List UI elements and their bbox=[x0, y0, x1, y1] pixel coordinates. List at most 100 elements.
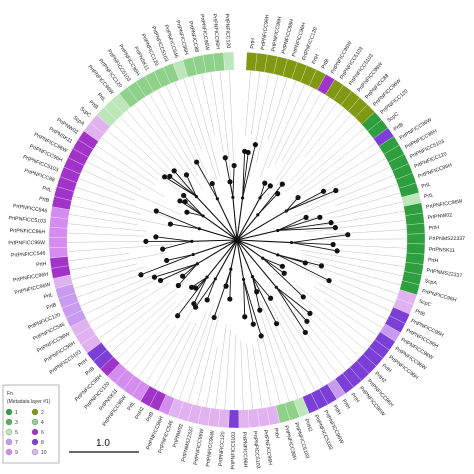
tree-node bbox=[223, 283, 229, 289]
tree-branch bbox=[232, 165, 235, 198]
legend-swatch bbox=[31, 428, 39, 436]
leaf-label: PrtPNSK11 bbox=[429, 247, 456, 254]
tree-branch bbox=[291, 242, 338, 252]
leaf-label: PrtPNFICC96W bbox=[205, 430, 216, 467]
leaf-label: PrtPNMS22337 bbox=[426, 268, 463, 280]
leaf-spoke bbox=[71, 263, 138, 280]
tree-node bbox=[295, 194, 301, 201]
legend-swatch bbox=[31, 448, 39, 456]
leaf-spoke bbox=[284, 303, 340, 377]
tree-branch bbox=[154, 263, 198, 278]
tree-branch bbox=[216, 198, 238, 241]
tree-branch bbox=[195, 276, 208, 289]
legend-item-label: 3 bbox=[15, 420, 18, 426]
tree-node bbox=[304, 318, 310, 324]
leaf-spoke bbox=[259, 299, 299, 399]
leaf-spoke bbox=[317, 282, 388, 320]
tree-node bbox=[213, 277, 217, 281]
leaf-spoke bbox=[339, 280, 396, 304]
tree-node bbox=[326, 277, 332, 284]
tree-branch bbox=[236, 210, 287, 241]
tree-node bbox=[261, 256, 265, 260]
tree-node bbox=[191, 252, 195, 257]
leaf-label: PrtPNW02 bbox=[427, 212, 452, 221]
leaf-spoke bbox=[101, 137, 158, 181]
leaf-label: PrtL bbox=[41, 185, 52, 193]
tree-branch bbox=[277, 254, 306, 264]
tree-branch bbox=[252, 276, 271, 299]
tree-node bbox=[138, 272, 144, 278]
tree-node bbox=[215, 197, 219, 201]
tree-branch bbox=[213, 269, 232, 318]
tree-node bbox=[302, 260, 308, 266]
tree-node bbox=[303, 214, 309, 220]
legend: Fn (Metadata layer #1) 1 2 3 4 5 6 7 8 9 10 bbox=[2, 384, 60, 464]
tree-branch bbox=[277, 254, 330, 282]
leaf-spoke bbox=[280, 306, 332, 382]
leaf-label: PrtH bbox=[428, 257, 439, 264]
leaf-spoke bbox=[68, 214, 138, 225]
leaf-spoke bbox=[178, 304, 214, 400]
ring-segment bbox=[49, 246, 68, 259]
leaf-spoke bbox=[275, 97, 330, 181]
tree-node bbox=[191, 301, 197, 307]
leaf-spoke bbox=[261, 332, 281, 405]
tree-branch bbox=[242, 151, 246, 198]
leaf-label: PrtH bbox=[381, 363, 393, 374]
leaf-spoke bbox=[104, 278, 189, 347]
tree-node bbox=[231, 162, 237, 169]
legend-swatch bbox=[5, 448, 13, 456]
leaf-spoke bbox=[78, 178, 136, 201]
ring-segment bbox=[406, 243, 426, 255]
leaf-label: ScpC bbox=[78, 106, 92, 119]
ring-segment bbox=[238, 409, 250, 429]
leaf-spoke bbox=[286, 120, 359, 192]
tree-branch bbox=[236, 239, 292, 244]
tree-node bbox=[281, 270, 287, 276]
legend-swatch bbox=[5, 438, 13, 446]
leaf-spoke bbox=[295, 284, 373, 344]
legend-item-label: 4 bbox=[41, 420, 44, 426]
tree-branch bbox=[186, 211, 204, 217]
ring-segment bbox=[48, 226, 68, 238]
tree-node bbox=[175, 313, 181, 319]
tree-node bbox=[241, 196, 245, 200]
tree-node bbox=[302, 329, 308, 336]
tree-node bbox=[317, 214, 323, 220]
leaf-label: PrtH bbox=[341, 398, 352, 410]
leaf-spoke bbox=[67, 244, 172, 252]
leaf-label: PrtL bbox=[421, 182, 432, 190]
leaf-label: PrtPNFICC96W bbox=[193, 428, 206, 465]
ring-segment bbox=[48, 237, 68, 248]
leaf-spoke bbox=[123, 296, 187, 367]
leaf-spoke bbox=[183, 78, 217, 179]
tree-branch bbox=[286, 190, 324, 212]
tree-node bbox=[284, 209, 288, 213]
legend-item-label: 2 bbox=[41, 410, 44, 416]
tree-node bbox=[194, 159, 200, 165]
leaf-label: PrtB bbox=[84, 366, 96, 378]
tree-node bbox=[190, 239, 194, 243]
leaf-spoke bbox=[297, 291, 367, 351]
leaf-label: PrtB bbox=[145, 411, 155, 423]
legend-item-label: 1 bbox=[15, 410, 18, 416]
tree-node bbox=[256, 213, 260, 217]
leaf-spoke bbox=[73, 267, 144, 289]
tree-branch bbox=[177, 276, 208, 317]
tree-branch bbox=[275, 286, 308, 322]
tree-node bbox=[320, 188, 327, 194]
leaf-spoke bbox=[256, 75, 279, 163]
tree-branch bbox=[285, 197, 299, 212]
tree-node bbox=[227, 296, 233, 302]
leaf-label: PrtH bbox=[349, 392, 360, 404]
tree-node bbox=[167, 221, 174, 227]
legend-swatch bbox=[31, 418, 39, 426]
tree-branch bbox=[242, 152, 249, 198]
leaf-label: PrtL bbox=[43, 292, 54, 300]
leaf-label: PrtPNFICC546 bbox=[11, 251, 46, 259]
leaf-spoke bbox=[326, 249, 407, 258]
scale-bar-label: 1.0 bbox=[96, 438, 110, 449]
leaf-spoke bbox=[256, 338, 272, 407]
tree-node bbox=[153, 208, 159, 214]
